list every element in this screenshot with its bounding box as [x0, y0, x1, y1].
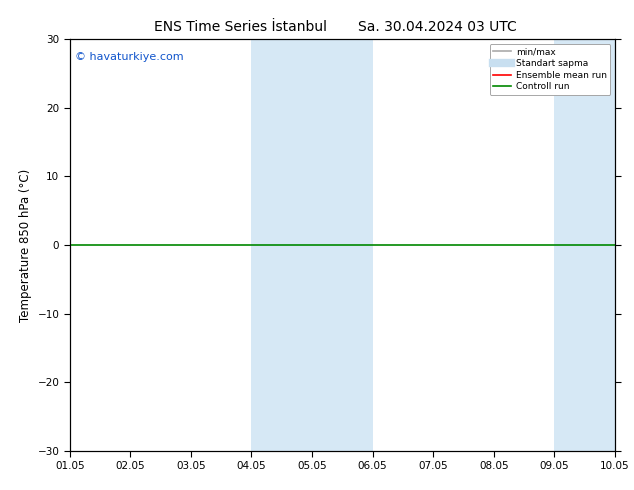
Text: © havaturkiye.com: © havaturkiye.com: [75, 51, 184, 62]
Text: Sa. 30.04.2024 03 UTC: Sa. 30.04.2024 03 UTC: [358, 20, 517, 34]
Bar: [252, 39, 373, 451]
Text: ENS Time Series İstanbul: ENS Time Series İstanbul: [155, 20, 327, 34]
Y-axis label: Temperature 850 hPa (°C): Temperature 850 hPa (°C): [19, 169, 32, 321]
Legend: min/max, Standart sapma, Ensemble mean run, Controll run: min/max, Standart sapma, Ensemble mean r…: [489, 44, 611, 95]
Bar: [554, 39, 615, 451]
